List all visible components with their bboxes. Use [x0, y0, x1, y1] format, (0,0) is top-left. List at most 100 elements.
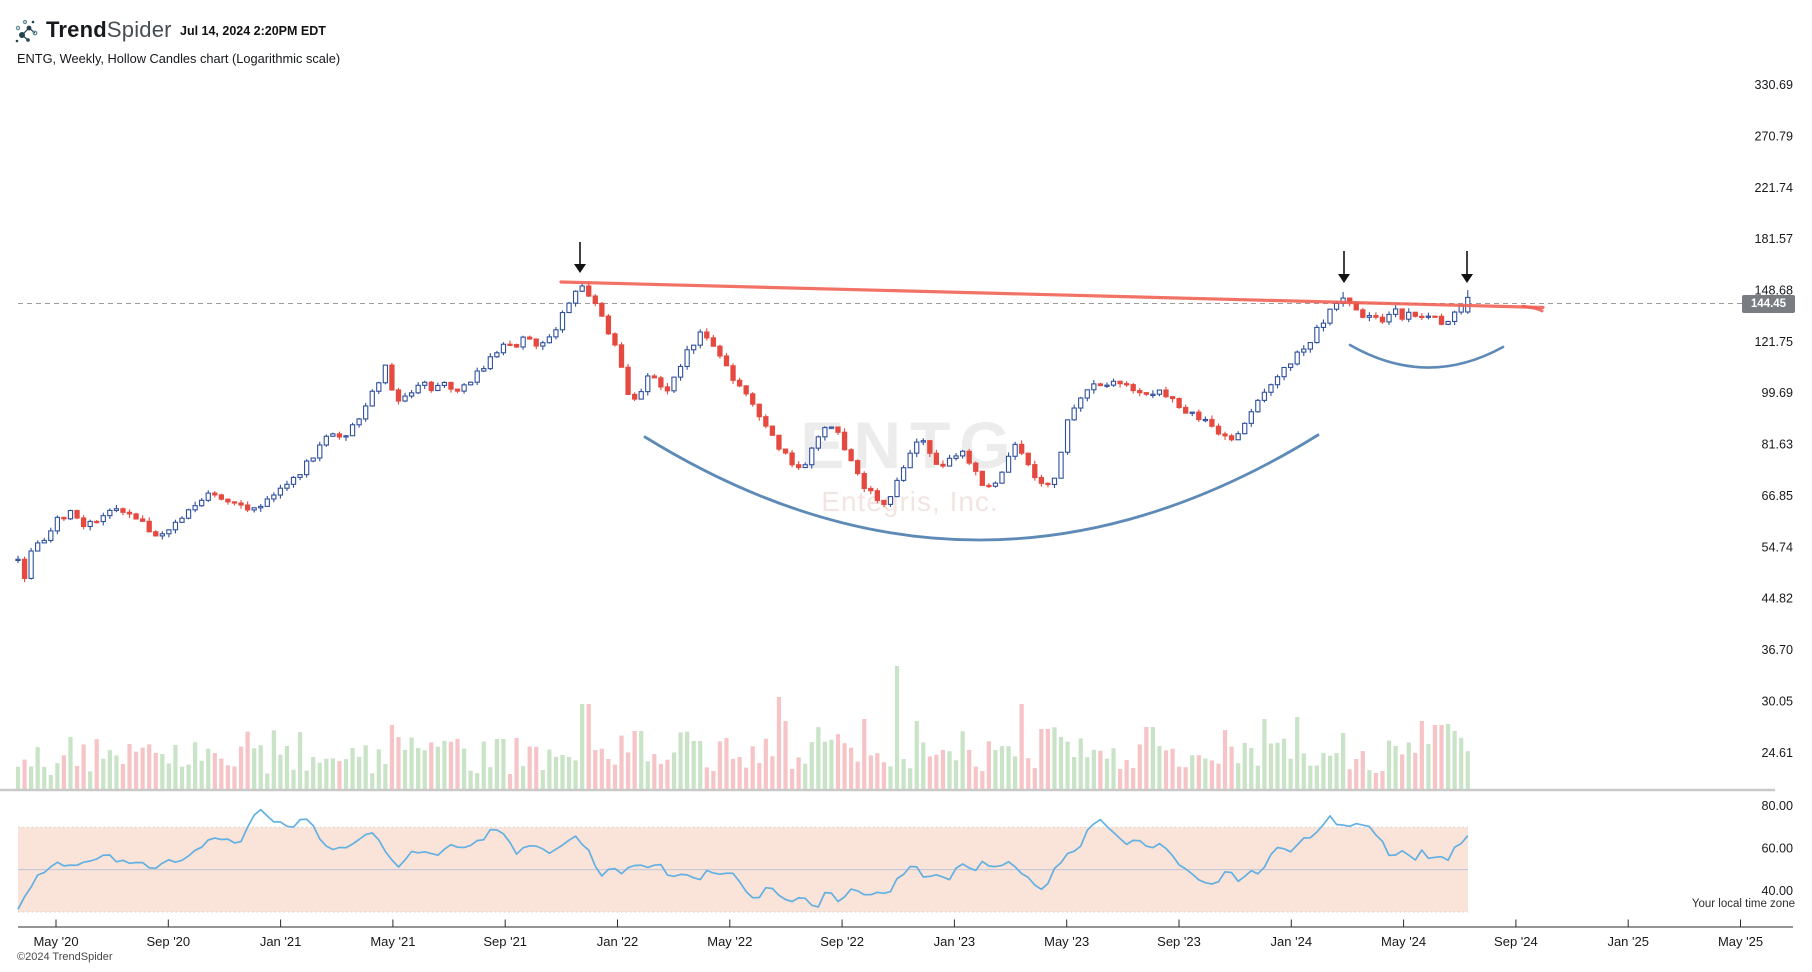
volume-bar [160, 753, 165, 789]
volume-bar [580, 704, 585, 789]
volume-bar [1209, 760, 1215, 789]
time-axis-label: Sep '24 [1494, 934, 1538, 949]
candlestick [914, 441, 920, 454]
candlestick [1242, 422, 1248, 435]
volume-bar [166, 763, 171, 789]
volume-bar [803, 763, 808, 789]
volume-bar [1314, 765, 1319, 789]
price-axis-label[interactable]: 44.82 [1761, 592, 1793, 606]
candlestick [277, 487, 284, 496]
candlestick [546, 336, 553, 344]
volume-bar [894, 666, 900, 789]
volume-bar [704, 767, 709, 789]
time-axis-label: May '20 [33, 934, 78, 949]
volume-bar [829, 739, 834, 789]
volume-bar [1281, 738, 1287, 789]
volume-bar [330, 758, 335, 789]
candlestick [1071, 407, 1077, 421]
candlestick [1038, 477, 1045, 484]
volume-bar [717, 741, 723, 789]
price-axis-label[interactable]: 221.74 [1754, 181, 1793, 195]
volume-bar [586, 704, 591, 789]
price-axis-label[interactable]: 36.70 [1761, 643, 1793, 657]
price-axis-label[interactable]: 24.61 [1761, 746, 1793, 760]
volume-bar [521, 766, 526, 789]
volume-bar [1275, 742, 1280, 789]
candlestick [605, 315, 612, 335]
candles-pane [15, 281, 1471, 582]
candlestick [185, 509, 192, 519]
price-axis-label[interactable]: 81.63 [1761, 438, 1793, 452]
watermark-company: Entegris, Inc. [821, 486, 999, 517]
volume-bar [599, 748, 604, 789]
volume-bar [724, 737, 729, 789]
candlestick [41, 539, 47, 544]
price-axis-label[interactable]: 99.69 [1761, 386, 1793, 400]
volume-bar [1091, 749, 1096, 789]
volume-bar [1236, 763, 1241, 789]
volume-bar [1104, 758, 1110, 789]
rsi-axis-label: 40.00 [1761, 884, 1793, 898]
candlestick [120, 508, 126, 513]
chart-datetime: Jul 14, 2024 2:20PM EDT [180, 24, 326, 38]
candlestick [625, 366, 631, 395]
volume-bar [986, 741, 991, 789]
volume-bar [993, 749, 998, 789]
volume-bar [317, 762, 322, 789]
price-axis-label[interactable]: 54.74 [1761, 540, 1793, 554]
volume-bar [625, 752, 631, 789]
candlestick [986, 484, 992, 488]
candlestick [199, 499, 205, 507]
price-axis-label[interactable]: 30.05 [1761, 694, 1793, 708]
candlestick [723, 355, 730, 367]
price-axis-label[interactable]: 330.69 [1754, 78, 1793, 92]
candlestick [1051, 477, 1058, 486]
candlestick [1123, 383, 1130, 386]
candlestick [1268, 384, 1274, 393]
candlestick [1451, 311, 1458, 323]
candlestick [533, 338, 539, 347]
volume-bar [1170, 748, 1175, 789]
volume-bar [665, 759, 670, 789]
price-axis-label[interactable]: 121.75 [1754, 335, 1793, 349]
volume-bar [1452, 731, 1457, 789]
volume-bar [921, 742, 926, 789]
time-axis-label: May '21 [370, 934, 415, 949]
price-axis-label[interactable]: 181.57 [1754, 232, 1793, 246]
candlestick [612, 333, 618, 346]
candlestick [776, 434, 782, 450]
candlestick [540, 342, 546, 347]
volume-bar [789, 768, 795, 789]
volume-bar [1354, 759, 1359, 789]
volume-bar [120, 763, 126, 789]
down-arrow-annotation [574, 242, 586, 273]
volume-bar [527, 746, 532, 789]
candlestick [887, 496, 894, 505]
candlestick [920, 440, 926, 443]
volume-bar [88, 771, 93, 789]
volume-bar [540, 769, 545, 789]
volume-bar [127, 743, 132, 789]
candlestick [1078, 397, 1084, 409]
candlestick [855, 460, 861, 475]
volume-bar [606, 759, 611, 789]
volume-bar [429, 742, 434, 789]
price-axis-label[interactable]: 148.68 [1754, 284, 1793, 298]
volume-bar [901, 758, 906, 789]
candlestick [1373, 315, 1379, 318]
volume-bar [297, 732, 303, 789]
volume-bar [980, 771, 985, 789]
price-axis-label[interactable]: 66.85 [1761, 489, 1793, 503]
price-axis-label[interactable]: 270.79 [1754, 129, 1793, 143]
volume-pane [15, 666, 1470, 789]
volume-bar [1072, 757, 1077, 789]
candlestick [756, 403, 762, 418]
candlestick [1058, 451, 1064, 479]
volume-bar [1288, 758, 1293, 789]
volume-bar [1360, 751, 1365, 789]
current-price-badge: 144.45 [1742, 295, 1795, 313]
candlestick [618, 344, 625, 368]
candlestick [67, 509, 74, 520]
candlestick [848, 449, 854, 462]
